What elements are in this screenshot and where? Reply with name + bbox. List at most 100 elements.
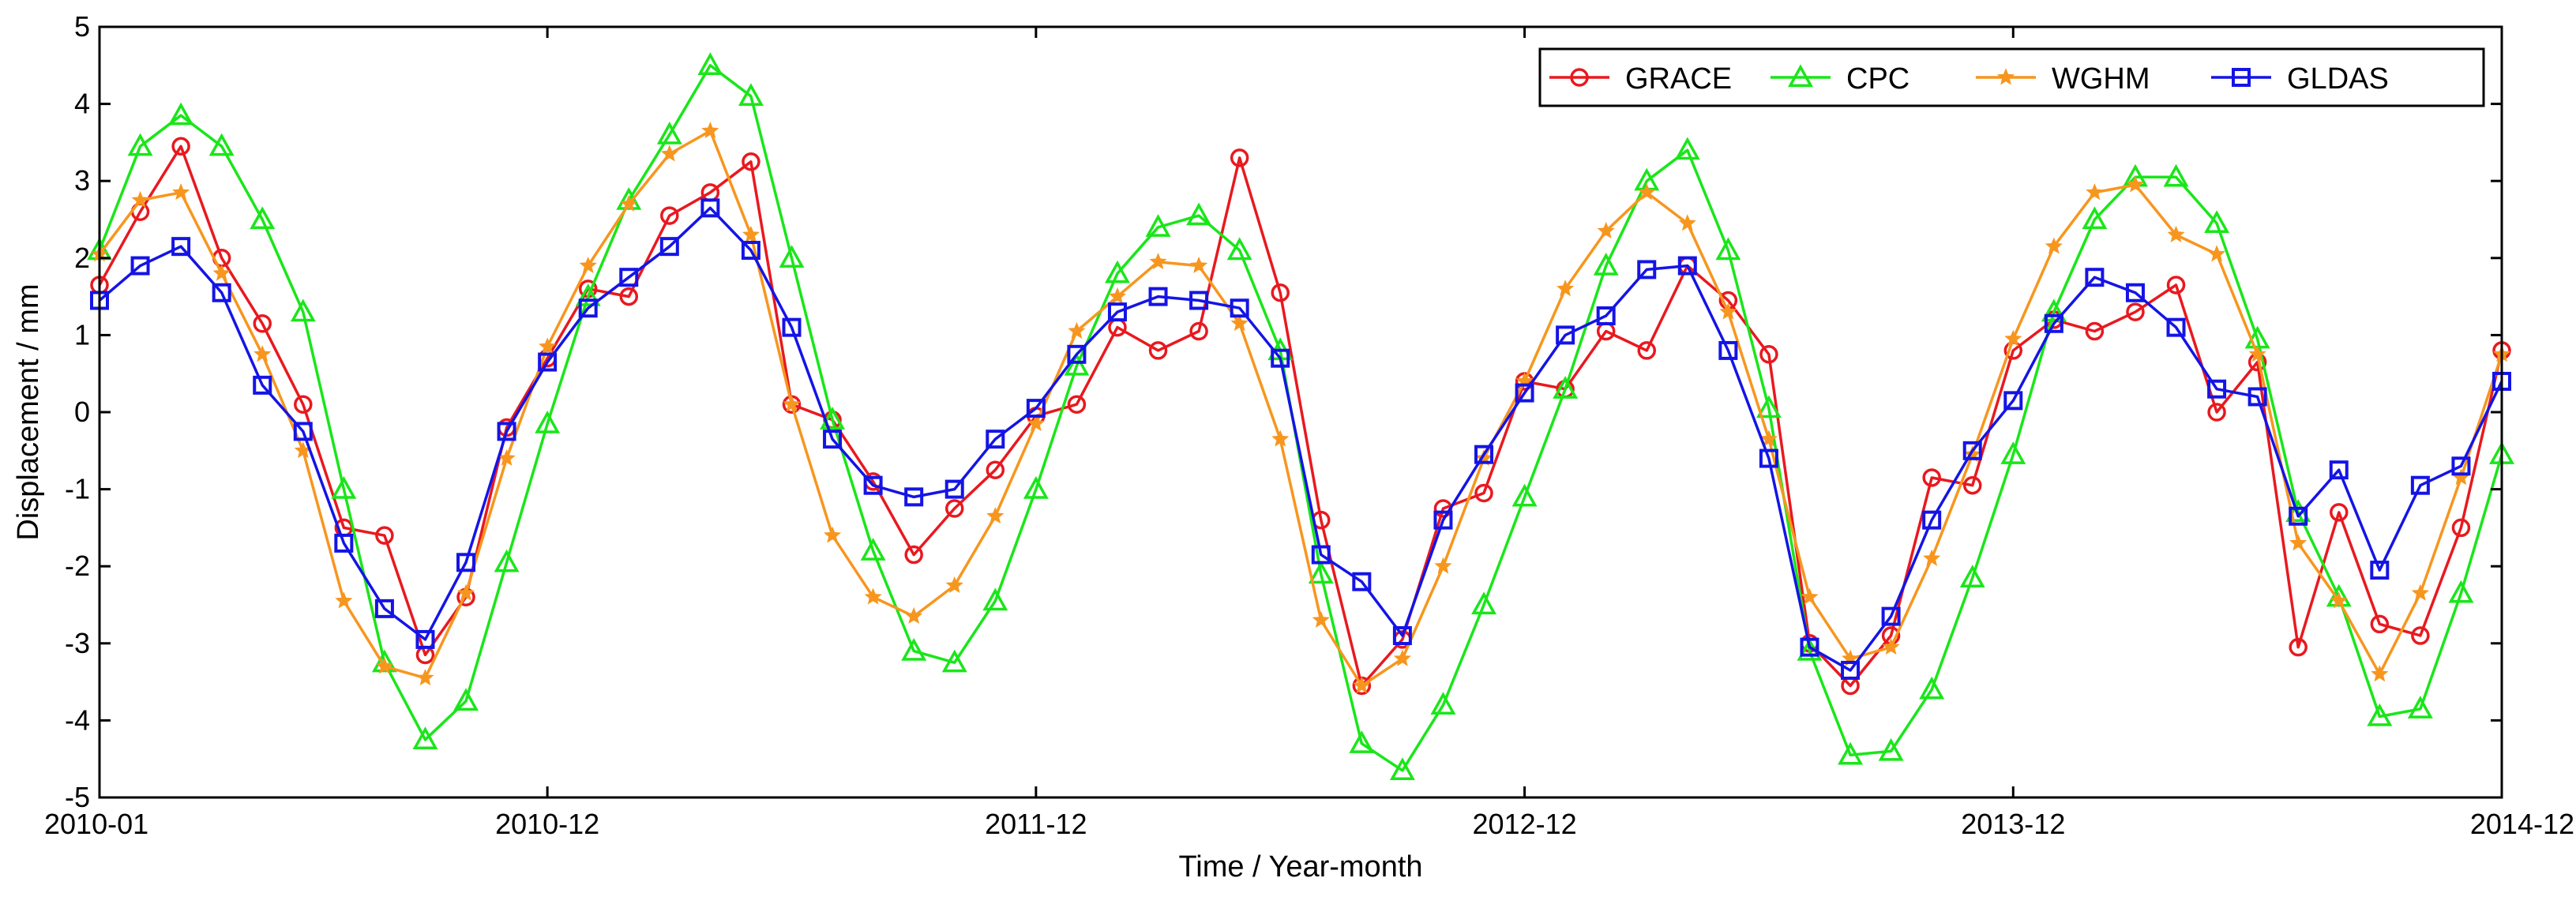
data-point-cpc (901, 637, 927, 661)
data-point-gldas (130, 256, 150, 276)
data-point-cpc (1471, 591, 1496, 615)
data-point-cpc (1389, 757, 1415, 780)
data-point-grace (660, 206, 679, 225)
data-point-wghm (2411, 583, 2429, 601)
data-point-gldas (334, 533, 354, 553)
data-point-wghm (945, 576, 963, 594)
data-point-cpc (1226, 237, 1252, 261)
data-point-gldas (2166, 317, 2186, 337)
data-point-grace (1922, 468, 1941, 487)
y-tick-label: -3 (65, 627, 90, 659)
data-point-gldas (415, 629, 435, 649)
data-point-wghm (2330, 591, 2348, 609)
data-point-gldas (2003, 391, 2023, 411)
data-point-wghm (783, 395, 801, 412)
data-point-gldas (1311, 545, 1331, 565)
data-point-gldas (700, 198, 720, 218)
y-tick-label: -5 (65, 781, 90, 813)
data-point-wghm (1597, 221, 1615, 239)
data-point-gldas (2289, 506, 2308, 526)
data-point-gldas (2207, 379, 2227, 399)
data-point-wghm (701, 122, 719, 139)
data-point-gldas (2451, 456, 2471, 476)
data-point-gldas (1596, 306, 1616, 325)
data-point-wghm (1230, 314, 1249, 332)
data-point-gldas (944, 479, 964, 499)
data-point-grace (619, 287, 639, 306)
data-point-cpc (820, 407, 846, 430)
data-point-gldas (863, 475, 883, 495)
data-point-cpc (2041, 298, 2067, 322)
legend-marker-gldas (2232, 68, 2251, 87)
data-point-cpc (1553, 376, 1579, 399)
data-point-grace (904, 545, 923, 565)
data-point-gldas (1881, 606, 1901, 626)
data-point-cpc (697, 52, 723, 75)
data-point-cpc (1878, 737, 1904, 761)
data-point-wghm (986, 507, 1004, 524)
data-point-wghm (253, 345, 272, 362)
data-point-grace (944, 499, 964, 518)
data-point-gldas (1352, 572, 1372, 591)
series-gldas (90, 198, 2511, 680)
data-point-cpc (1959, 565, 1985, 587)
data-point-wghm (620, 194, 638, 212)
data-point-gldas (171, 237, 191, 257)
data-point-wghm (375, 657, 394, 674)
data-point-gldas (1392, 626, 1412, 646)
data-point-grace (2411, 626, 2430, 645)
data-point-cpc (250, 206, 276, 230)
data-point-gldas (212, 283, 231, 302)
data-point-cpc (208, 133, 235, 156)
data-point-grace (2451, 518, 2471, 538)
data-point-cpc (331, 475, 357, 499)
data-point-gldas (2410, 475, 2430, 495)
data-point-gldas (1515, 383, 1534, 403)
data-point-grace (742, 152, 760, 171)
data-point-gldas (904, 487, 924, 507)
data-point-gldas (1474, 445, 1494, 464)
legend-label-gldas: GLDAS (2287, 62, 2389, 96)
y-tick-label: 1 (74, 318, 90, 351)
data-point-grace (2085, 321, 2105, 341)
data-point-wghm (864, 587, 882, 605)
legend-marker-grace (1570, 68, 1589, 87)
data-point-gldas (1026, 399, 1046, 418)
x-axis-label: Time / Year-month (1178, 850, 1422, 884)
data-point-cpc (1593, 252, 1619, 276)
data-point-cpc (494, 549, 520, 572)
data-point-cpc (1674, 137, 1700, 160)
data-point-wghm (579, 256, 597, 273)
data-point-cpc (941, 649, 967, 673)
data-point-gldas (2370, 561, 2390, 580)
data-point-grace (2126, 302, 2145, 321)
series-wghm (90, 122, 2511, 693)
data-point-wghm (335, 591, 353, 609)
data-point-cpc (1023, 475, 1049, 499)
data-point-cpc (1308, 561, 1334, 584)
data-point-wghm (1068, 321, 1086, 339)
data-point-wghm (131, 190, 149, 208)
data-point-gldas (1067, 344, 1087, 364)
data-point-gldas (2329, 460, 2349, 480)
data-point-wghm (905, 606, 923, 625)
data-point-cpc (2448, 580, 2474, 603)
data-point-wghm (742, 225, 760, 242)
data-point-cpc (2407, 696, 2433, 719)
data-point-cpc (860, 538, 886, 561)
data-point-wghm (172, 183, 190, 201)
data-point-wghm (823, 526, 842, 543)
y-tick-label: -1 (65, 473, 90, 505)
data-point-gldas (1148, 287, 1168, 306)
data-point-grace (1148, 341, 1168, 360)
data-point-cpc (1349, 730, 1375, 753)
series-layer (87, 52, 2514, 780)
y-tick-label: 0 (74, 396, 90, 428)
data-point-grace (1271, 283, 1290, 302)
x-tick-label: 2014-12 (2470, 808, 2574, 840)
data-point-gldas (1677, 256, 1697, 276)
data-point-wghm (660, 144, 678, 162)
data-point-grace (2370, 614, 2390, 634)
data-point-gldas (2085, 268, 2105, 287)
